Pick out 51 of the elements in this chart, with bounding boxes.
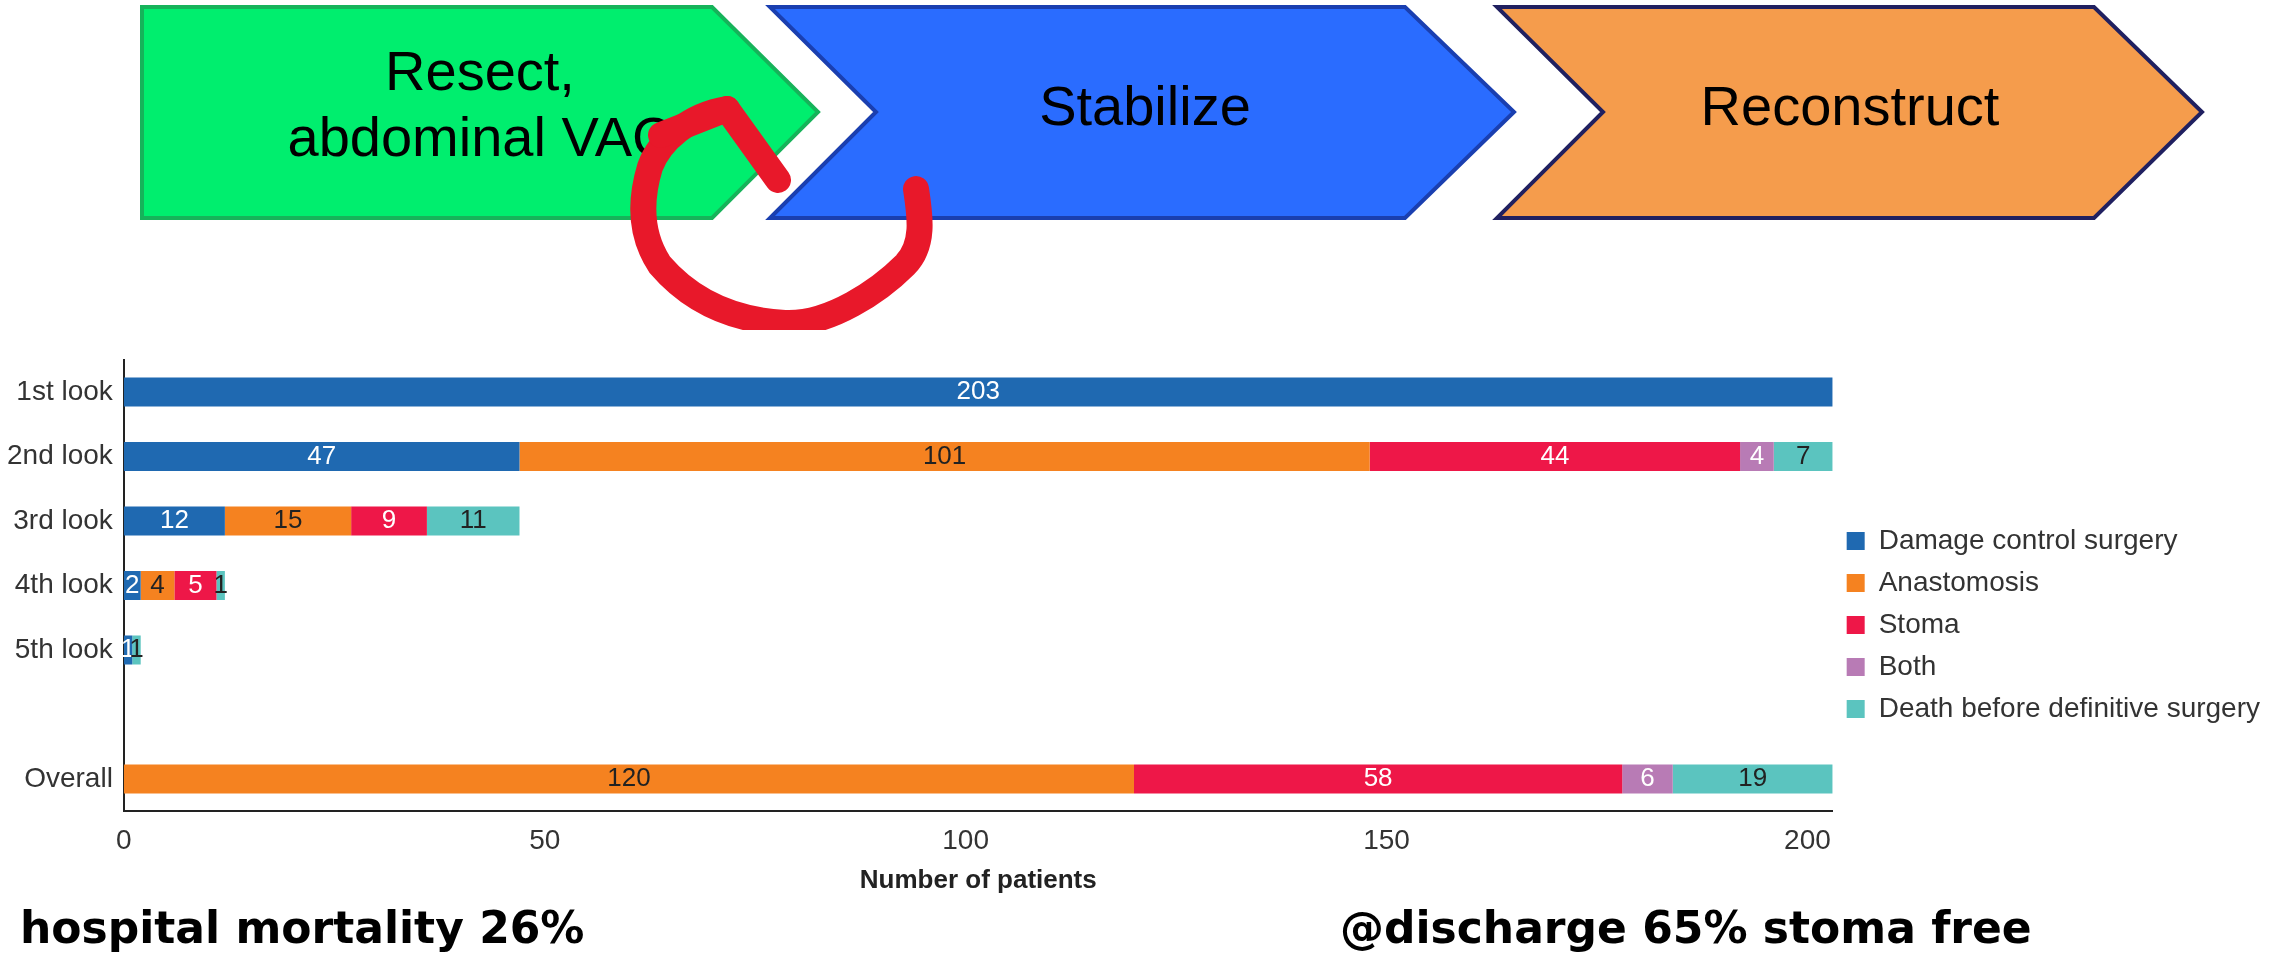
bar xyxy=(123,377,1833,407)
data-label: 5 xyxy=(188,568,203,599)
data-label: 58 xyxy=(1363,762,1393,793)
bar xyxy=(519,442,1370,472)
legend-label: Death before definitive surgery xyxy=(1878,691,2261,723)
data-label: 12 xyxy=(159,504,189,535)
x-tick-label: 0 xyxy=(116,823,132,855)
legend-label: Both xyxy=(1878,649,1937,681)
bar xyxy=(351,506,427,536)
legend-label: Damage control surgery xyxy=(1878,523,2178,555)
bar xyxy=(426,506,520,536)
x-axis-title: Number of patients xyxy=(859,863,1097,894)
data-label: 6 xyxy=(1640,762,1655,793)
text: Stabilize xyxy=(1039,74,1251,137)
data-label: 19 xyxy=(1738,762,1768,793)
legend-label: Stoma xyxy=(1878,607,1961,639)
y-tick-label: 4th look xyxy=(14,568,114,600)
data-label: 9 xyxy=(381,504,397,535)
bar xyxy=(1773,442,1833,472)
data-label: 15 xyxy=(273,504,303,535)
data-label: 120 xyxy=(607,762,651,793)
x-tick-label: 150 xyxy=(1363,823,1410,855)
y-tick-label: 3rd look xyxy=(13,503,114,535)
bar xyxy=(123,764,1134,794)
bar xyxy=(1134,764,1623,794)
x-tick-label: 100 xyxy=(942,823,989,855)
data-label: 11 xyxy=(459,504,487,535)
data-label: 47 xyxy=(307,439,337,470)
bar xyxy=(224,506,352,536)
bar xyxy=(123,442,520,472)
legend-label: Anastomosis xyxy=(1878,565,2039,597)
data-label: 101 xyxy=(922,439,967,470)
y-tick-label: 2nd look xyxy=(6,439,114,471)
data-label: 4 xyxy=(1749,439,1765,470)
data-label: 4 xyxy=(150,568,165,599)
data-label: 44 xyxy=(1540,439,1570,470)
bar xyxy=(123,506,225,536)
bar xyxy=(1622,764,1673,794)
bar xyxy=(1369,442,1741,472)
x-tick-label: 200 xyxy=(1784,823,1831,855)
data-label: 7 xyxy=(1795,439,1811,470)
data-label: 2 xyxy=(125,568,140,599)
bar xyxy=(1672,764,1833,794)
data-label: 203 xyxy=(956,375,1000,406)
text: Reconstruct xyxy=(1700,74,2000,137)
text: hospital mortality 26% xyxy=(20,902,585,953)
text: @discharge 65% stoma free xyxy=(1340,902,2032,953)
y-tick-label: 1st look xyxy=(16,374,114,406)
y-tick-label: 5th look xyxy=(14,632,114,664)
x-tick-label: 50 xyxy=(529,823,561,855)
y-tick-label: Overall xyxy=(24,761,113,793)
